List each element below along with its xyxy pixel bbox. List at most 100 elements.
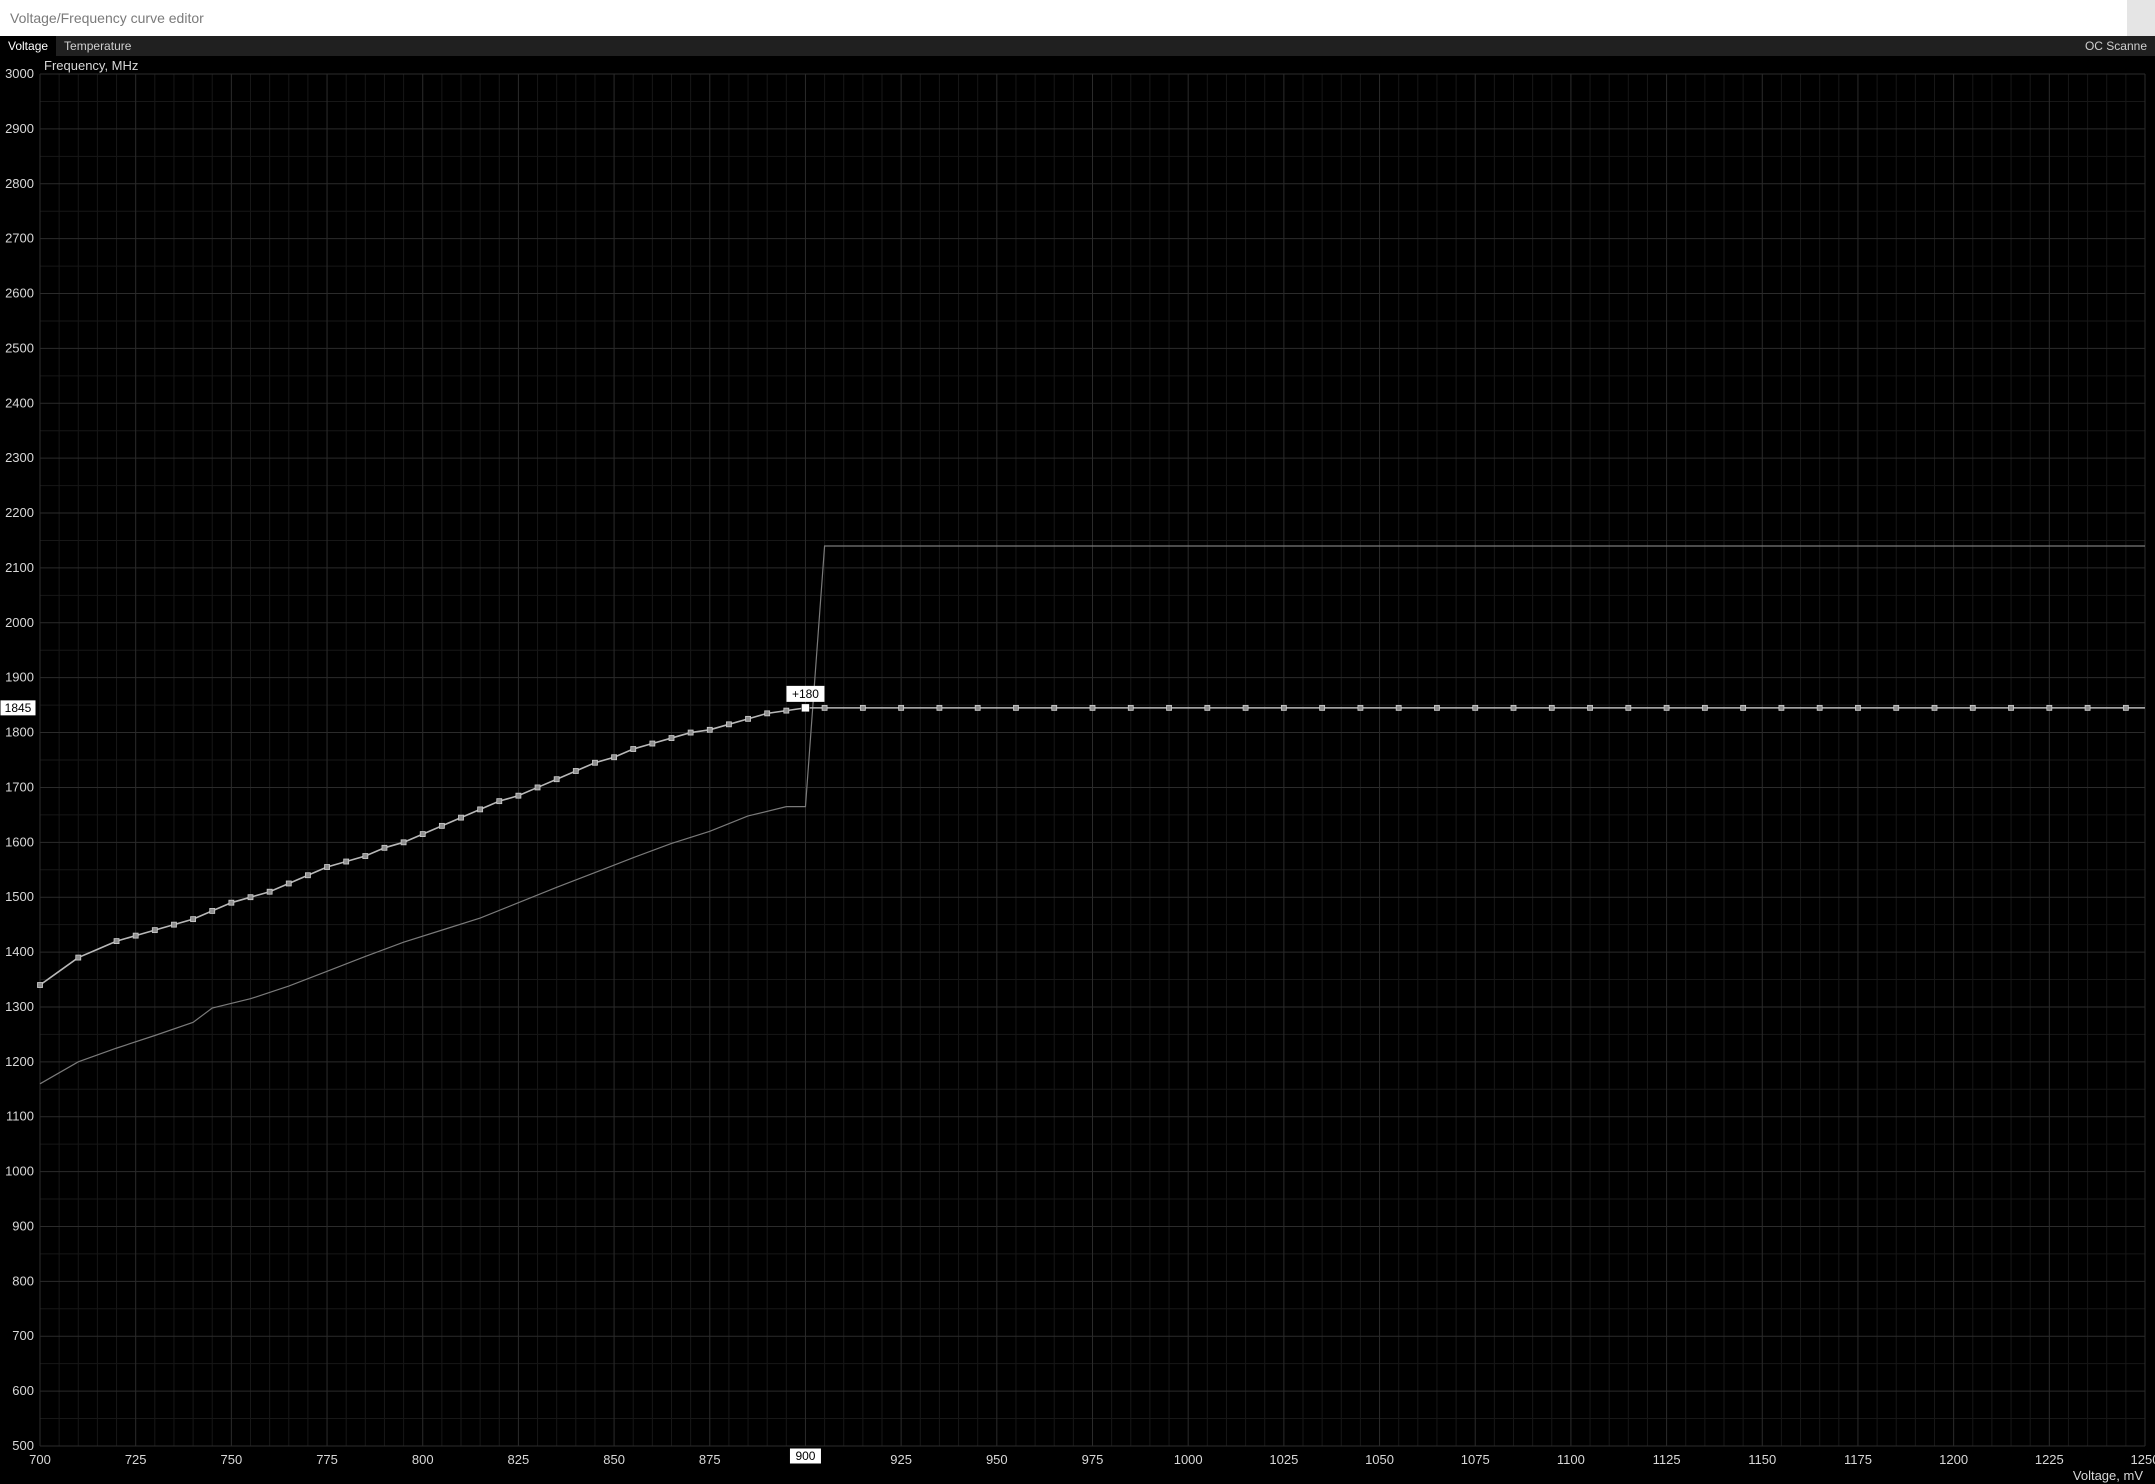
y-tick-label: 2100	[5, 560, 34, 575]
curve-point[interactable]	[822, 705, 827, 710]
curve-point[interactable]	[191, 917, 196, 922]
curve-point[interactable]	[401, 840, 406, 845]
y-tick-label: 1900	[5, 670, 34, 685]
curve-point[interactable]	[1741, 705, 1746, 710]
curve-point[interactable]	[286, 881, 291, 886]
tab-voltage[interactable]: Voltage	[0, 36, 56, 56]
y-tick-label: 3000	[5, 66, 34, 81]
curve-point[interactable]	[420, 832, 425, 837]
curve-point[interactable]	[1511, 705, 1516, 710]
curve-point[interactable]	[1894, 705, 1899, 710]
selected-frequency-text: 1845	[5, 701, 32, 715]
curve-point[interactable]	[707, 727, 712, 732]
curve-point[interactable]	[171, 922, 176, 927]
y-tick-label: 2400	[5, 395, 34, 410]
curve-point[interactable]	[38, 983, 43, 988]
curve-point[interactable]	[1970, 705, 1975, 710]
curve-point[interactable]	[478, 807, 483, 812]
curve-point[interactable]	[305, 873, 310, 878]
oc-scanner-button[interactable]: OC Scanne	[2085, 36, 2147, 56]
curve-point[interactable]	[1052, 705, 1057, 710]
curve-point[interactable]	[1664, 705, 1669, 710]
curve-point[interactable]	[765, 711, 770, 716]
vf-chart[interactable]: 7007257507758008258508759009259509751000…	[0, 56, 2155, 1484]
curve-point[interactable]	[937, 705, 942, 710]
curve-point[interactable]	[1358, 705, 1363, 710]
curve-point[interactable]	[382, 845, 387, 850]
y-tick-label: 2200	[5, 505, 34, 520]
selected-curve-point[interactable]	[801, 704, 809, 712]
curve-point[interactable]	[210, 908, 215, 913]
curve-point[interactable]	[612, 755, 617, 760]
curve-point[interactable]	[746, 716, 751, 721]
curve-point[interactable]	[2085, 705, 2090, 710]
curve-point[interactable]	[784, 708, 789, 713]
curve-point[interactable]	[459, 815, 464, 820]
curve-point[interactable]	[497, 799, 502, 804]
curve-point[interactable]	[1013, 705, 1018, 710]
curve-point[interactable]	[726, 722, 731, 727]
y-tick-label: 2500	[5, 340, 34, 355]
curve-point[interactable]	[1090, 705, 1095, 710]
tab-bar: Voltage Temperature OC Scanne	[0, 36, 2155, 56]
curve-point[interactable]	[1396, 705, 1401, 710]
x-tick-label: 725	[125, 1452, 147, 1467]
curve-point[interactable]	[1702, 705, 1707, 710]
curve-point[interactable]	[344, 859, 349, 864]
y-tick-label: 1100	[6, 1109, 34, 1124]
x-tick-label: 1150	[1748, 1452, 1776, 1467]
curve-point[interactable]	[688, 730, 693, 735]
curve-point[interactable]	[650, 741, 655, 746]
curve-point[interactable]	[152, 928, 157, 933]
curve-point[interactable]	[516, 793, 521, 798]
tab-temperature[interactable]: Temperature	[56, 36, 139, 56]
curve-point[interactable]	[1205, 705, 1210, 710]
x-tick-label: 875	[699, 1452, 721, 1467]
curve-point[interactable]	[248, 895, 253, 900]
curve-point[interactable]	[1167, 705, 1172, 710]
curve-point[interactable]	[1779, 705, 1784, 710]
curve-point[interactable]	[975, 705, 980, 710]
x-tick-label: 1000	[1174, 1452, 1203, 1467]
curve-point[interactable]	[325, 865, 330, 870]
curve-point[interactable]	[229, 900, 234, 905]
curve-point[interactable]	[535, 785, 540, 790]
curve-point[interactable]	[899, 705, 904, 710]
curve-point[interactable]	[1549, 705, 1554, 710]
curve-point[interactable]	[1626, 705, 1631, 710]
y-tick-label: 1800	[5, 725, 34, 740]
curve-point[interactable]	[1320, 705, 1325, 710]
y-tick-label: 800	[12, 1273, 34, 1288]
curve-point[interactable]	[114, 939, 119, 944]
curve-point[interactable]	[1817, 705, 1822, 710]
curve-point[interactable]	[439, 823, 444, 828]
x-tick-label: 700	[29, 1452, 51, 1467]
curve-point[interactable]	[573, 768, 578, 773]
curve-point[interactable]	[1243, 705, 1248, 710]
x-tick-label: 1175	[1844, 1452, 1872, 1467]
curve-point[interactable]	[1128, 705, 1133, 710]
curve-point[interactable]	[76, 955, 81, 960]
curve-point[interactable]	[1434, 705, 1439, 710]
y-tick-label: 1600	[5, 834, 34, 849]
curve-point[interactable]	[1932, 705, 1937, 710]
curve-point[interactable]	[669, 736, 674, 741]
curve-point[interactable]	[133, 933, 138, 938]
curve-point[interactable]	[2123, 705, 2128, 710]
curve-point[interactable]	[2047, 705, 2052, 710]
curve-point[interactable]	[631, 747, 636, 752]
curve-point[interactable]	[267, 889, 272, 894]
curve-point[interactable]	[363, 854, 368, 859]
x-tick-label: 775	[316, 1452, 338, 1467]
curve-point[interactable]	[1473, 705, 1478, 710]
curve-point[interactable]	[1281, 705, 1286, 710]
y-tick-label: 700	[12, 1328, 34, 1343]
curve-point[interactable]	[860, 705, 865, 710]
close-button[interactable]	[2127, 0, 2155, 36]
curve-point[interactable]	[1588, 705, 1593, 710]
curve-point[interactable]	[592, 760, 597, 765]
curve-point[interactable]	[1855, 705, 1860, 710]
curve-point[interactable]	[554, 777, 559, 782]
x-tick-label: 1075	[1461, 1452, 1490, 1467]
curve-point[interactable]	[2009, 705, 2014, 710]
